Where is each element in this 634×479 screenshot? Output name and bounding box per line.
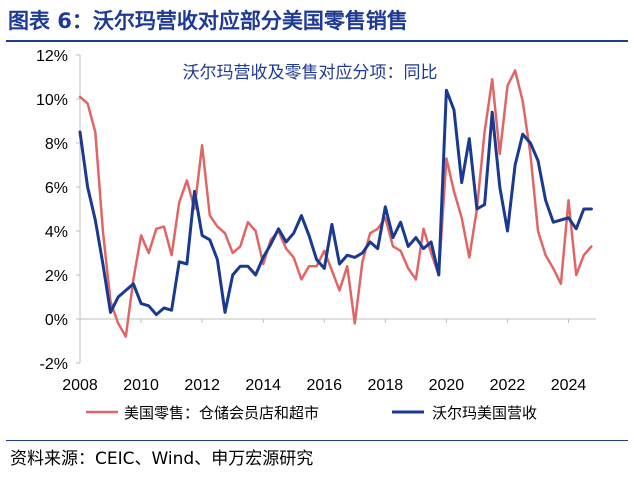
- series-layer: [78, 69, 593, 338]
- y-tick-label: 4%: [45, 224, 68, 241]
- x-tick-label: 2018: [368, 377, 404, 394]
- x-tick-label: 2024: [551, 377, 587, 394]
- x-tick-label: 2016: [306, 377, 342, 394]
- legend-label: 美国零售：仓储会员店和超市: [124, 404, 319, 422]
- x-tick-label: 2010: [123, 377, 159, 394]
- x-tick-label: 2014: [245, 377, 281, 394]
- y-tick-label: 2%: [45, 268, 68, 285]
- legend: 美国零售：仓储会员店和超市 沃尔玛美国营收: [86, 404, 537, 422]
- chart-title: 沃尔玛营收及零售对应分项：同比: [183, 63, 438, 83]
- title-divider: [6, 40, 628, 42]
- legend-label: 沃尔玛美国营收: [432, 404, 537, 422]
- y-tick-label: 8%: [45, 136, 68, 153]
- y-tick-label: 10%: [36, 92, 68, 109]
- y-tick-label: -2%: [40, 356, 68, 373]
- y-tick-label: 12%: [36, 48, 68, 65]
- x-tick-label: 2020: [429, 377, 465, 394]
- y-tick-label: 6%: [45, 180, 68, 197]
- axes: -2% 0% 2% 4% 6% 8% 10% 12% 2008 2010 2012 2014 2016 2…: [36, 48, 596, 394]
- source-note: 资料来源：CEIC、Wind、申万宏源研究: [10, 449, 314, 469]
- y-tick-label: 0%: [45, 312, 68, 329]
- series-line-walmart-us-revenue: [78, 88, 593, 317]
- series-line-us-retail-warehouse-clubs: [78, 69, 593, 338]
- x-tick-label: 2008: [62, 377, 98, 394]
- figure-title: 图表 6：沃尔玛营收对应部分美国零售销售: [8, 9, 408, 33]
- x-tick-label: 2012: [184, 377, 220, 394]
- source-divider: [6, 440, 628, 441]
- chart: -2% 0% 2% 4% 6% 8% 10% 12% 2008 2010 2012 2014 2016 2…: [36, 48, 596, 422]
- x-tick-label: 2022: [490, 377, 526, 394]
